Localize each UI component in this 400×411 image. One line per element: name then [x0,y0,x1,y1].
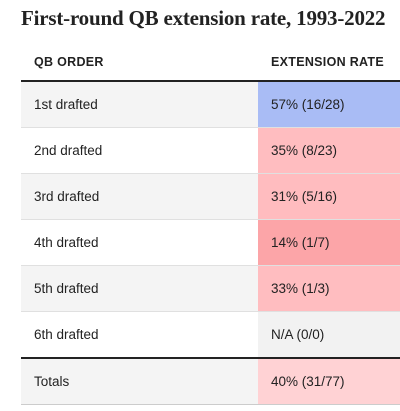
table-title: First-round QB extension rate, 1993-2022 [21,6,386,30]
table-row: 2nd drafted 35% (8/23) [21,128,400,174]
extension-rate-table: QB ORDER EXTENSION RATE 1st drafted 57% … [21,46,400,405]
header-extension-rate: EXTENSION RATE [271,55,385,69]
qb-order-cell: 3rd drafted [21,174,258,219]
qb-order-cell: 5th drafted [21,266,258,311]
qb-order-cell: 6th drafted [34,327,99,342]
table-row: 1st drafted 57% (16/28) [21,82,400,128]
table-row: 3rd drafted 31% (5/16) [21,174,400,220]
extension-rate-cell: 31% (5/16) [258,174,400,219]
table-header: QB ORDER EXTENSION RATE [21,46,400,82]
header-qb-order: QB ORDER [34,55,104,69]
extension-rate-cell: 35% (8/23) [258,128,400,173]
table-row: 5th drafted 33% (1/3) [21,266,400,312]
qb-order-cell: 1st drafted [21,82,258,127]
qb-order-cell: 4th drafted [34,235,99,250]
extension-rate-cell: 57% (16/28) [258,82,400,127]
totals-label-cell: Totals [21,359,258,404]
extension-rate-cell: 14% (1/7) [258,220,400,265]
table-row: 6th drafted N/A (0/0) [21,312,400,359]
table-row: 4th drafted 14% (1/7) [21,220,400,266]
totals-rate-cell: 40% (31/77) [258,359,400,404]
extension-rate-cell: N/A (0/0) [258,312,400,357]
extension-rate-cell: 33% (1/3) [258,266,400,311]
qb-order-cell: 2nd drafted [34,143,103,158]
totals-row: Totals 40% (31/77) [21,359,400,405]
